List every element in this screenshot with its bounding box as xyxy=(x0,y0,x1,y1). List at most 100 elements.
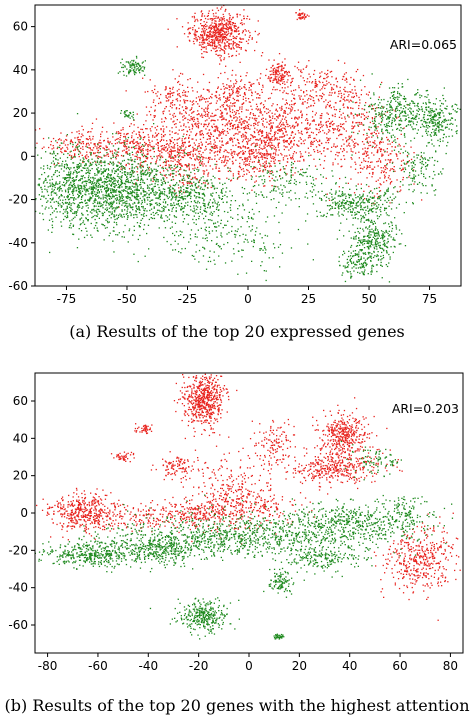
data-point xyxy=(152,177,154,180)
data-point xyxy=(117,155,119,157)
data-point xyxy=(171,191,174,193)
data-point xyxy=(175,174,177,177)
data-point xyxy=(179,96,182,98)
data-point xyxy=(123,173,126,175)
data-point xyxy=(239,14,241,16)
data-point xyxy=(210,115,212,118)
data-point xyxy=(177,144,179,147)
data-point xyxy=(108,143,110,145)
data-point xyxy=(300,69,302,71)
data-point xyxy=(328,139,330,141)
data-point xyxy=(219,148,221,150)
data-point xyxy=(71,131,73,134)
data-point xyxy=(276,73,278,75)
data-point xyxy=(124,142,126,144)
data-point xyxy=(323,160,326,162)
data-point xyxy=(228,56,230,58)
data-point xyxy=(105,197,107,199)
data-point xyxy=(379,116,381,118)
data-point xyxy=(231,69,234,72)
data-point xyxy=(142,150,144,152)
data-point xyxy=(235,92,237,94)
data-point xyxy=(243,153,245,155)
data-point xyxy=(127,188,129,190)
data-point xyxy=(112,164,114,166)
data-point xyxy=(178,129,180,131)
data-point xyxy=(226,104,228,106)
data-point xyxy=(162,156,164,158)
data-point xyxy=(105,155,107,157)
data-point xyxy=(266,155,268,157)
data-point xyxy=(335,78,337,80)
data-point xyxy=(268,132,270,134)
data-point xyxy=(185,126,187,128)
data-point xyxy=(215,12,217,14)
data-point xyxy=(94,224,97,227)
data-point xyxy=(151,126,153,128)
data-point xyxy=(118,141,120,143)
data-point xyxy=(137,168,139,170)
data-point xyxy=(86,154,88,156)
data-point xyxy=(136,196,138,198)
data-point xyxy=(47,229,49,231)
data-point xyxy=(219,35,221,37)
data-point xyxy=(277,70,279,73)
data-point xyxy=(133,183,136,185)
data-point xyxy=(176,100,179,102)
data-point xyxy=(307,99,309,101)
data-point xyxy=(257,124,259,126)
data-point xyxy=(326,126,328,128)
data-point xyxy=(363,143,365,145)
data-point xyxy=(110,174,112,176)
data-point xyxy=(189,157,191,159)
data-point xyxy=(339,133,341,136)
data-point xyxy=(315,95,317,97)
data-point xyxy=(203,124,205,126)
data-point xyxy=(301,71,303,74)
data-point xyxy=(245,100,247,102)
data-point xyxy=(199,98,201,100)
data-point xyxy=(68,154,71,156)
data-point xyxy=(330,107,332,109)
data-point xyxy=(286,155,288,157)
data-point xyxy=(294,102,296,104)
data-point xyxy=(206,34,208,37)
data-point xyxy=(121,142,123,144)
data-point xyxy=(142,148,144,150)
data-point xyxy=(253,155,255,157)
data-point xyxy=(352,121,354,123)
data-point xyxy=(249,139,251,141)
data-point xyxy=(258,121,260,123)
data-point xyxy=(124,146,126,148)
data-point xyxy=(108,183,110,185)
data-point xyxy=(276,104,278,106)
data-point xyxy=(300,95,302,97)
data-point xyxy=(243,173,245,176)
data-point xyxy=(102,224,104,226)
data-point xyxy=(103,154,105,156)
data-point xyxy=(166,194,168,197)
data-point xyxy=(273,157,275,160)
data-point xyxy=(125,204,127,207)
data-point xyxy=(92,138,94,140)
data-point xyxy=(221,36,223,38)
data-point xyxy=(93,186,95,189)
data-point xyxy=(131,175,133,177)
data-point xyxy=(80,193,82,195)
data-point xyxy=(162,208,164,210)
data-point xyxy=(170,154,172,156)
data-point xyxy=(165,87,167,89)
data-point xyxy=(327,75,329,78)
data-point xyxy=(319,75,322,77)
data-point xyxy=(256,152,258,154)
data-point xyxy=(84,187,86,189)
data-point xyxy=(181,164,183,167)
data-point xyxy=(350,100,353,102)
data-point xyxy=(58,171,60,173)
data-point xyxy=(98,163,100,165)
data-point xyxy=(408,160,410,162)
data-point xyxy=(288,70,290,73)
data-point xyxy=(223,46,225,48)
data-point xyxy=(215,91,217,93)
data-point xyxy=(239,147,241,149)
